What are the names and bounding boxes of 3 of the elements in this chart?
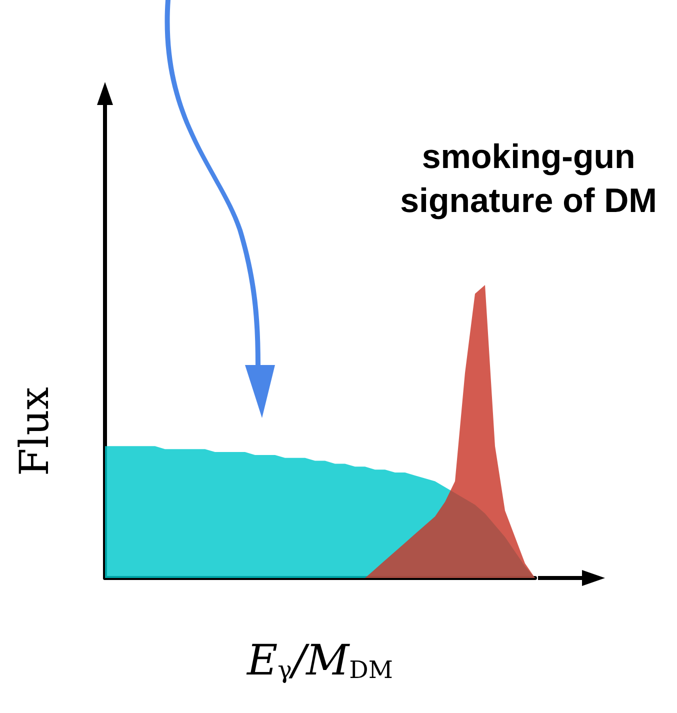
text: smoking-gun signature of DM (400, 138, 658, 220)
y-axis-title: Flux (12, 386, 58, 476)
x-axis-title: Eγ/MDM (246, 636, 393, 684)
